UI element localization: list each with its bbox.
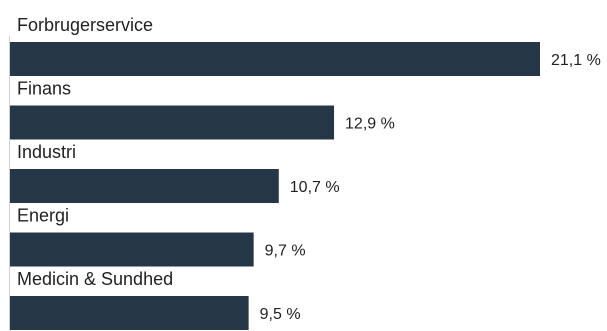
bar <box>10 232 254 267</box>
value-label: 21,1 % <box>551 52 601 69</box>
category-label: Forbrugerservice <box>17 15 153 35</box>
value-label: 10,7 % <box>290 179 340 196</box>
value-label: 9,5 % <box>260 306 301 323</box>
bar <box>10 296 249 330</box>
value-label: 12,9 % <box>345 116 395 133</box>
category-label: Energi <box>17 206 69 226</box>
bar <box>10 42 540 76</box>
bar <box>10 169 279 203</box>
category-label: Industri <box>17 142 76 162</box>
category-label: Finans <box>17 79 71 99</box>
value-label: 9,7 % <box>265 243 306 260</box>
bar <box>10 105 335 140</box>
category-label: Medicin & Sundhed <box>17 269 173 289</box>
